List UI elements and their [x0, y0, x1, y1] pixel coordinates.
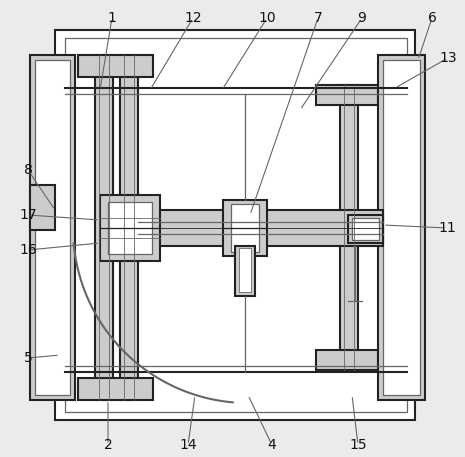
Bar: [316, 350, 378, 370]
Bar: [378, 55, 425, 400]
Bar: [30, 185, 55, 230]
Bar: [78, 55, 153, 77]
Bar: [231, 204, 259, 252]
Bar: [138, 210, 383, 246]
Bar: [383, 60, 420, 395]
Bar: [55, 30, 415, 420]
Bar: [95, 55, 113, 400]
Bar: [108, 202, 152, 254]
Text: 6: 6: [427, 11, 437, 25]
Text: 10: 10: [258, 11, 276, 25]
Text: 12: 12: [184, 11, 202, 25]
Bar: [316, 85, 378, 105]
Text: 17: 17: [19, 208, 37, 222]
Bar: [340, 85, 358, 370]
Bar: [235, 246, 255, 296]
Bar: [120, 55, 138, 400]
Text: 15: 15: [349, 438, 367, 452]
Text: 16: 16: [19, 243, 37, 257]
Bar: [348, 215, 383, 243]
Text: 9: 9: [358, 11, 366, 25]
Text: 2: 2: [104, 438, 113, 452]
Bar: [65, 38, 407, 412]
Text: 14: 14: [179, 438, 197, 452]
Text: 8: 8: [24, 163, 33, 177]
Bar: [78, 378, 153, 400]
Text: 5: 5: [24, 351, 33, 365]
Text: 4: 4: [268, 438, 276, 452]
Text: 11: 11: [438, 221, 456, 235]
Text: 7: 7: [313, 11, 322, 25]
Bar: [239, 248, 251, 292]
Bar: [352, 218, 379, 240]
Text: 1: 1: [107, 11, 116, 25]
Bar: [35, 60, 70, 395]
Text: 13: 13: [439, 51, 457, 65]
Bar: [30, 55, 75, 400]
Bar: [223, 200, 267, 256]
Bar: [100, 195, 160, 261]
